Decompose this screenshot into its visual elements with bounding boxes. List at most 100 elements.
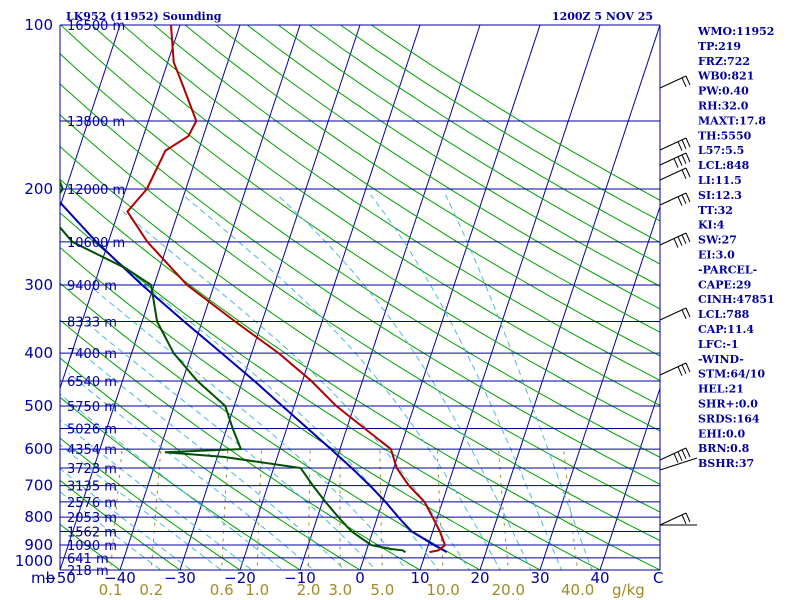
height-level-label: 10600 m xyxy=(67,236,125,251)
sounding-index: KI:4 xyxy=(698,219,725,232)
wind-barb-icon xyxy=(659,152,691,168)
sounding-curves xyxy=(60,25,448,554)
sounding-index: LI:11.5 xyxy=(698,174,742,187)
chart-grid xyxy=(60,25,660,570)
height-level-label: 5026 m xyxy=(67,422,117,437)
dry-adiabat-line xyxy=(184,25,660,333)
sounding-index: PW:0.40 xyxy=(698,85,749,98)
dry-adiabat-line xyxy=(246,25,660,287)
temperature-tick-label: 30 xyxy=(530,569,549,587)
sounding-index: -PARCEL- xyxy=(698,263,757,276)
height-level-label: 1090 m xyxy=(67,539,117,554)
dry-adiabat-line xyxy=(60,83,660,485)
height-level-label: 9400 m xyxy=(67,279,117,294)
mixing-ratio-line xyxy=(221,449,229,570)
moist-adiabat-line xyxy=(445,194,593,570)
temperature-tick-label: 10 xyxy=(410,569,429,587)
moist-adiabat-line xyxy=(182,194,501,570)
moist-adiabat-line xyxy=(60,491,162,570)
temperature-tick-label: 0 xyxy=(355,569,365,587)
mixing-ratio-tick-label: 5.0 xyxy=(370,581,394,599)
temperature-tick-label: −10 xyxy=(284,569,316,587)
isotherm-line xyxy=(299,25,481,570)
moist-adiabat-line xyxy=(60,393,284,570)
sounding-time: 1200Z 5 NOV 25 xyxy=(552,10,653,23)
dry-adiabat-line xyxy=(60,145,660,542)
wind-barbs xyxy=(659,75,698,526)
pressure-tick-label: 300 xyxy=(24,276,53,294)
height-level-label: 2576 m xyxy=(67,496,117,511)
mixing-ratio-tick-label: 40.0 xyxy=(561,581,594,599)
pressure-tick-label: 900 xyxy=(24,536,53,554)
moist-adiabat-line xyxy=(277,194,532,570)
wind-barb-icon xyxy=(659,457,698,471)
wind-barb-icon xyxy=(659,192,691,206)
dry-adiabat-line xyxy=(60,246,542,570)
dry-adiabat-line xyxy=(60,479,181,570)
pressure-unit-label: mb xyxy=(31,569,55,587)
isotherm-line xyxy=(119,25,301,570)
pressure-tick-label: 200 xyxy=(24,180,53,198)
height-level-label: 16500 m xyxy=(67,19,125,34)
sounding-index: EHI:0.0 xyxy=(698,427,745,440)
isotherm-line xyxy=(359,25,541,570)
isobar-lines xyxy=(59,24,661,571)
isotherm-line xyxy=(539,205,660,570)
wind-barb-icon xyxy=(659,307,691,321)
dry-adiabat-line xyxy=(278,25,660,265)
mixing-ratio-line xyxy=(150,449,162,570)
temperature-unit-label: C xyxy=(653,569,663,587)
dry-adiabat-line xyxy=(60,396,301,570)
height-level-label: 13800 m xyxy=(67,115,125,130)
pressure-tick-label: 400 xyxy=(24,344,53,362)
mixing-ratio-tick-label: 2.0 xyxy=(297,581,321,599)
dry-adiabat-line xyxy=(60,319,421,570)
sounding-index: TH:5550 xyxy=(698,129,752,142)
dry-adiabat-line xyxy=(215,25,660,310)
temperature-tick-label: −40 xyxy=(104,569,136,587)
moist-adiabat-line xyxy=(109,255,439,570)
isotherm-line xyxy=(599,386,660,570)
sounding-index: SRDS:164 xyxy=(698,412,760,425)
isotherm-line xyxy=(60,25,241,570)
sounding-index: TT:32 xyxy=(698,204,733,217)
moist-adiabat-line xyxy=(60,444,223,570)
mixing-ratio-unit-label: g/kg xyxy=(612,581,645,599)
isotherm-line xyxy=(60,25,181,390)
mixing-ratio-line xyxy=(436,449,444,570)
temperature-line xyxy=(126,25,447,554)
sounding-index: SW:27 xyxy=(698,234,737,247)
isotherm-line xyxy=(179,25,361,570)
dry-adiabat-line xyxy=(60,437,241,570)
sounding-index: SHR+:0.0 xyxy=(698,398,758,411)
pressure-tick-label: 100 xyxy=(24,16,53,34)
height-level-label: 7400 m xyxy=(67,347,117,362)
temperature-tick-label: 20 xyxy=(470,569,489,587)
isotherm-line xyxy=(419,25,601,570)
pressure-tick-label: 500 xyxy=(24,397,53,415)
height-level-label: 6540 m xyxy=(67,375,117,390)
moist-adiabat-line xyxy=(84,321,377,570)
wind-barb-icon xyxy=(659,447,691,463)
isotherm-line xyxy=(479,25,660,570)
mixing-ratio-line xyxy=(498,449,509,570)
sounding-index: LCL:848 xyxy=(698,159,750,172)
sounding-index: LCL:788 xyxy=(698,308,750,321)
temperature-tick-label: 40 xyxy=(590,569,609,587)
sounding-index: CAP:11.4 xyxy=(698,323,754,336)
moist-adiabat-line xyxy=(370,194,563,570)
temperature-tick-label: −50 xyxy=(44,569,76,587)
pressure-tick-label: 1000 xyxy=(15,552,53,570)
mixing-ratio-tick-label: 20.0 xyxy=(492,581,525,599)
sounding-index: STM:64/10 xyxy=(698,368,765,381)
height-level-label: 218 m xyxy=(67,564,109,579)
mixing-ratio-line xyxy=(563,449,579,570)
height-level-label: 5750 m xyxy=(67,400,117,415)
temperature-tick-label: −30 xyxy=(164,569,196,587)
wind-barb-icon xyxy=(659,137,691,151)
sounding-index: WMO:11952 xyxy=(697,25,774,38)
moist-adiabat-line xyxy=(60,419,253,570)
dry-adiabat-line xyxy=(60,178,660,570)
